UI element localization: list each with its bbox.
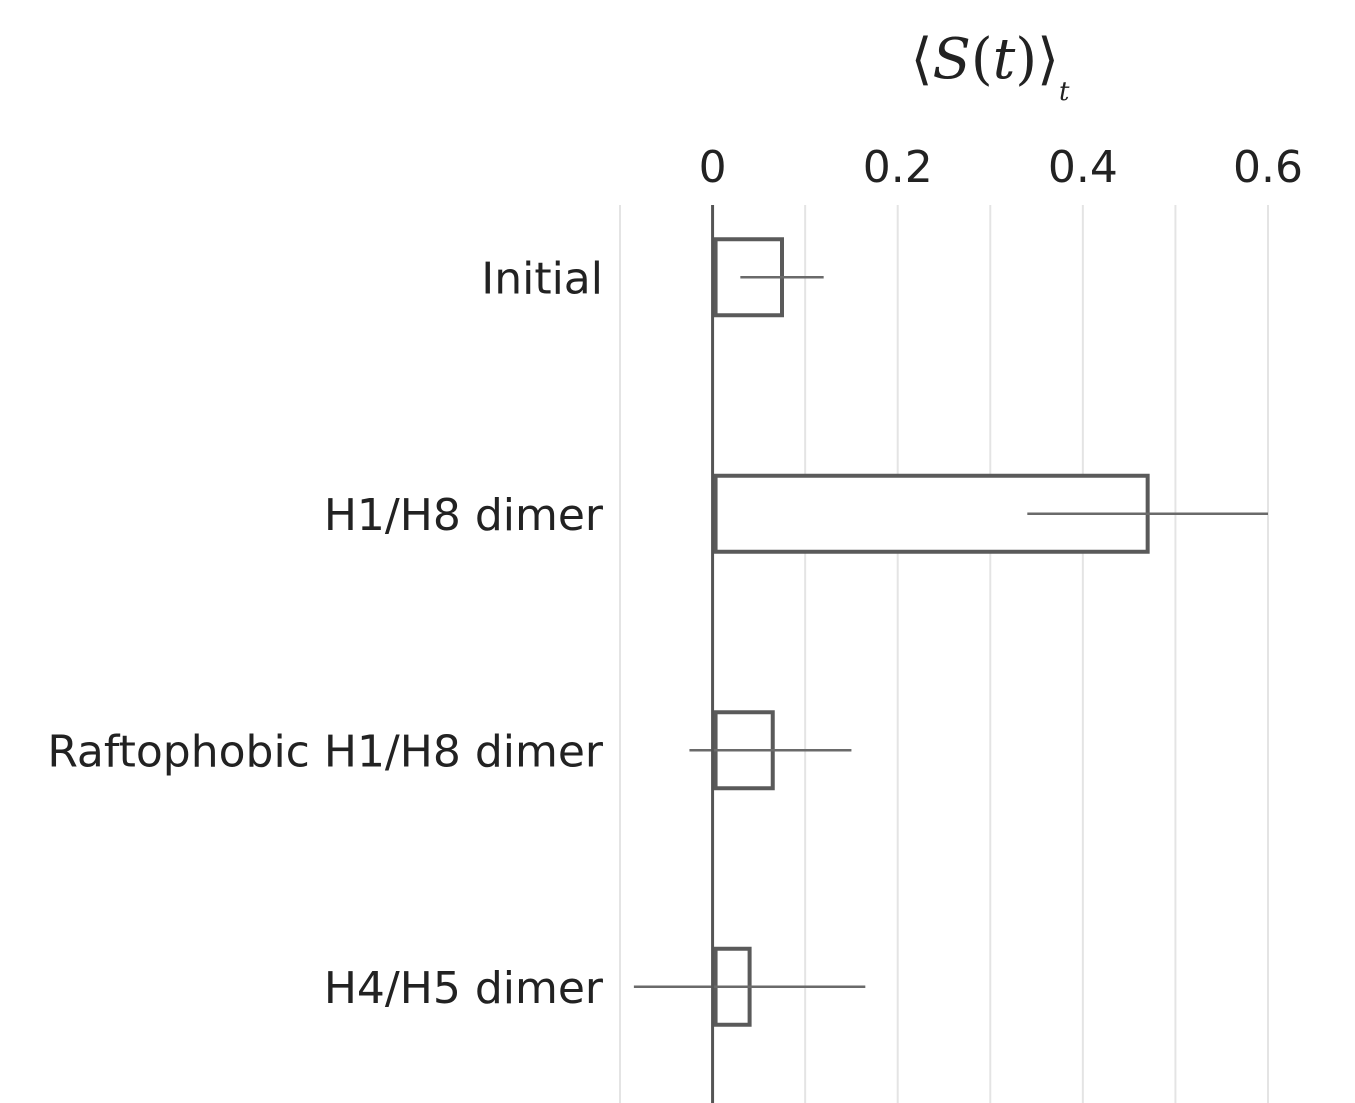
x-axis-title-close: ⟩ [1037,27,1059,92]
x-tick-labels: 0 0.2 0.4 0.6 [699,142,1303,193]
category-label: H1/H8 dimer [324,490,604,541]
category-label: Initial [481,253,603,304]
x-axis-title-var: t [993,27,1016,92]
x-tick-label: 0 [699,142,727,193]
x-axis-title-symbol: S [932,27,970,92]
x-axis-title-paren-close: ) [1015,27,1037,92]
x-axis-title-subscript: t [1059,77,1070,107]
category-label: H4/H5 dimer [324,963,604,1014]
gridlines [619,205,1269,1103]
category-labels: Initial H1/H8 dimer Raftophobic H1/H8 dime… [47,253,604,1014]
x-tick-label: 0.6 [1233,142,1303,193]
x-axis-title-paren-open: ( [971,27,993,92]
x-axis-title-open: ⟨ [911,27,933,92]
category-label: Raftophobic H1/H8 dimer [47,726,604,777]
error-bars [633,276,1268,988]
x-axis-title: ⟨S(t)⟩t [911,27,1070,107]
x-tick-label: 0.2 [863,142,933,193]
x-tick-label: 0.4 [1048,142,1118,193]
